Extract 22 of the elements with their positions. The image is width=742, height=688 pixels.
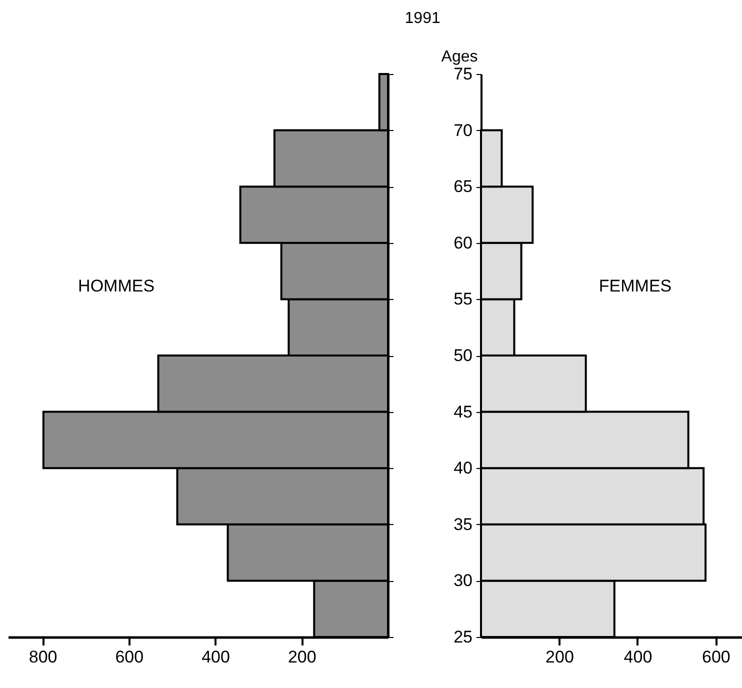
x-tick-label: 200 — [288, 648, 316, 666]
annotation: FEMMES — [598, 276, 672, 296]
y-tick-label: 70 — [454, 120, 472, 140]
x-tick-label: 600 — [115, 648, 144, 666]
y-tick-label: 25 — [454, 628, 472, 646]
y-tick-label: 55 — [454, 290, 472, 309]
chart-title: 1991 — [404, 10, 440, 27]
y-tick-label: 50 — [454, 346, 472, 365]
annotation: HOMMES — [78, 276, 155, 296]
x-tick-label: 600 — [702, 648, 730, 666]
y-tick-label: 40 — [454, 458, 472, 478]
y-tick-label: 75 — [454, 64, 472, 84]
y-tick-label: 35 — [454, 514, 472, 534]
y-tick-label: 65 — [454, 177, 472, 196]
y-axis-title: Ages — [441, 48, 478, 66]
x-tick-label: 200 — [546, 648, 574, 666]
x-tick-label: 400 — [202, 648, 230, 666]
x-tick-label: 800 — [28, 648, 58, 666]
y-tick-label: 45 — [454, 402, 472, 422]
y-tick-label: 30 — [454, 571, 472, 590]
y-tick-label: 60 — [454, 233, 472, 252]
x-tick-label: 400 — [624, 648, 652, 666]
